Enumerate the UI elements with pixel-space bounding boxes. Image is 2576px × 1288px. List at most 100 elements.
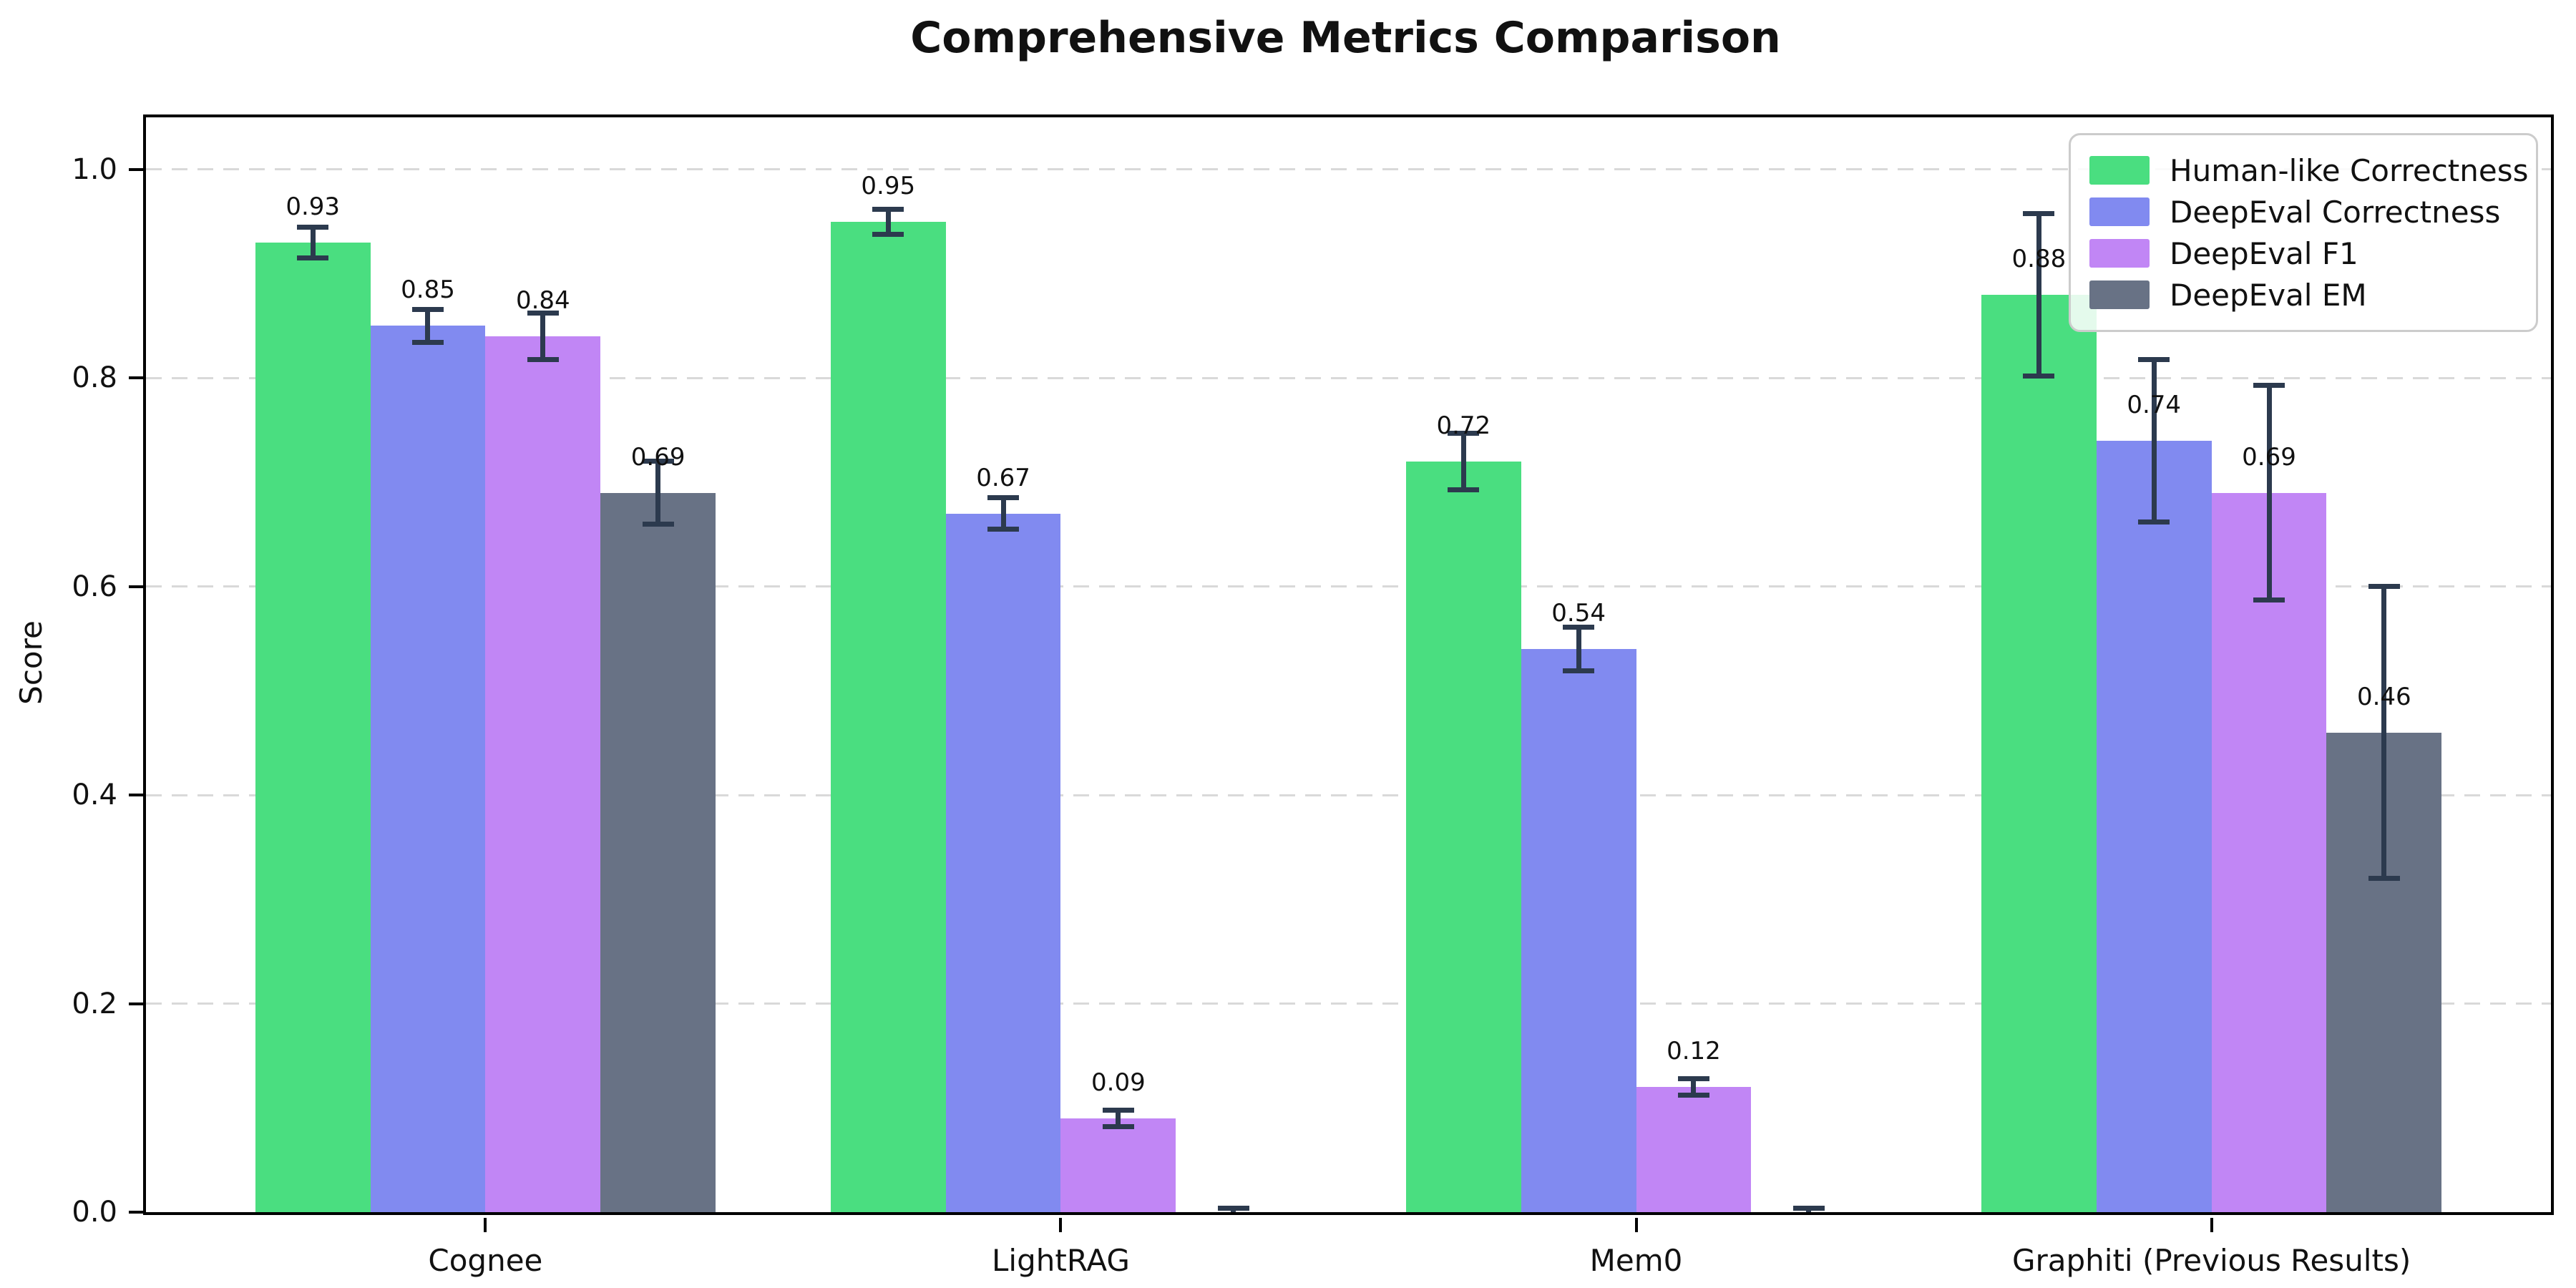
y-tick-label: 0.8 [72,361,117,395]
bar [830,221,946,1212]
legend-item: DeepEval F1 [2089,233,2517,274]
legend-label: DeepEval Correctness [2170,194,2501,230]
bar-value-label: 0.46 [2356,682,2411,711]
y-tick-label: 0.6 [72,570,117,603]
error-bar-cap [872,231,904,237]
bar-value-label: 0.85 [401,275,455,305]
error-bar [310,227,316,258]
bar [1405,461,1521,1212]
error-bar [1000,497,1006,530]
error-bar-cap [1677,1093,1709,1098]
legend-label: DeepEval F1 [2170,235,2358,271]
error-bar-cap [872,206,904,212]
error-bar-cap [1448,487,1480,492]
bar [1521,649,1636,1212]
error-bar [425,309,431,343]
error-bar-cap [1563,668,1595,674]
error-bar [1691,1078,1697,1096]
x-axis-tick [484,1218,487,1232]
x-tick-label: Mem0 [1589,1243,1683,1278]
bar-value-label: 0.12 [1667,1037,1721,1066]
y-axis-tick [129,376,143,380]
plot-area: 0.0 0.2 0.4 0.6 0.8 1.0 Cognee LightRAG Mem0 Grap… [72,114,2554,1278]
y-axis-tick [129,585,143,588]
legend-label: Human-like Correctness [2170,152,2529,188]
error-bar-cap [642,521,674,527]
error-bar-cap [642,459,674,464]
bar-value-label: 0.69 [630,442,686,472]
bar [1636,1087,1752,1212]
legend-swatch [2089,239,2150,268]
y-axis-tick [129,167,143,171]
error-bar-cap [2138,356,2170,362]
error-bar [1460,433,1466,490]
y-axis-tick [129,794,143,797]
x-axis-tick [1634,1218,1638,1232]
bar-value-label: 0.72 [1436,411,1491,440]
legend-swatch [2089,280,2150,309]
y-tick-label: 0.2 [72,987,117,1020]
legend-swatch [2089,156,2150,185]
error-bar-cap [1217,1205,1249,1211]
x-tick-label: LightRAG [992,1243,1130,1278]
y-tick-label: 0.0 [72,1196,117,1229]
error-bar-cap [411,340,444,346]
bar-value-label: 0.95 [861,171,916,200]
bar [600,492,716,1212]
error-bar-cap [2253,597,2285,603]
bar-value-label: 0.84 [515,286,570,315]
x-axis-tick [2210,1218,2213,1232]
error-bar-cap [1677,1076,1709,1081]
error-bar-cap [1102,1124,1134,1130]
gridline [146,376,2551,379]
error-bar [1576,627,1581,671]
gridline [146,1002,2551,1005]
x-axis-tick [1059,1218,1063,1232]
error-bar-cap [1563,625,1595,630]
bar-value-label: 0.54 [1551,599,1606,628]
legend-item: DeepEval Correctness [2089,191,2517,233]
error-bar [2151,359,2157,522]
bar [2096,440,2212,1212]
error-bar [540,313,546,360]
legend-item: DeepEval EM [2089,274,2517,316]
error-bar-cap [2368,876,2400,882]
error-bar-cap [527,311,559,316]
error-bar [1116,1110,1121,1127]
bar [370,326,486,1212]
error-bar-cap [2023,373,2055,379]
bar-value-label: 0.69 [2242,442,2296,472]
error-bar-cap [987,495,1020,501]
gridline [146,585,2551,588]
gridline [146,168,2551,171]
y-axis-tick [129,1002,143,1005]
y-axis-tick [129,1211,143,1214]
legend: Human-like Correctness DeepEval Correctne… [2069,133,2538,332]
bar [945,513,1061,1212]
bar [485,336,601,1212]
error-bar [655,461,661,525]
bar-value-label: 0.74 [2127,390,2182,419]
bar-value-label: 0.09 [1091,1068,1146,1097]
legend-item: Human-like Correctness [2089,150,2529,191]
error-bar [2381,586,2387,879]
error-bar-cap [2368,584,2400,590]
error-bar-cap [987,527,1020,532]
error-bar-cap [297,255,329,261]
bar-value-label: 0.88 [2011,244,2067,273]
legend-label: DeepEval EM [2170,277,2367,313]
bar [1060,1118,1176,1212]
error-bar [885,209,891,235]
bar-value-label: 0.93 [286,192,341,221]
error-bar-cap [527,356,559,362]
error-bar-cap [1792,1205,1825,1211]
legend-swatch [2089,197,2150,226]
error-bar [2266,385,2272,600]
error-bar [2036,213,2041,376]
error-bar-cap [1102,1107,1134,1113]
error-bar-cap [2138,519,2170,525]
x-tick-label: Graphiti (Previous Results) [2011,1243,2411,1278]
bar [2211,492,2327,1212]
chart-title: Comprehensive Metrics Comparison [910,13,1781,63]
bar-value-label: 0.67 [976,463,1030,492]
